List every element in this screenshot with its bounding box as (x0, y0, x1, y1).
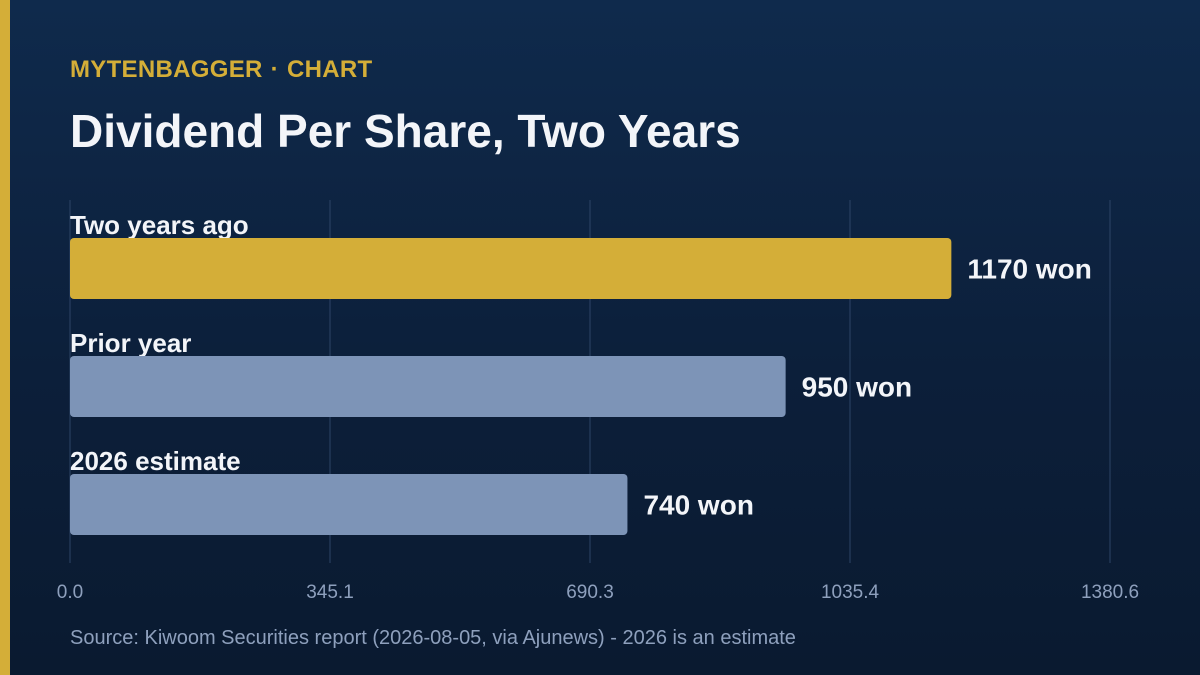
data-label: 950 won (802, 372, 912, 403)
category-label: Prior year (70, 328, 191, 358)
category-label: Two years ago (70, 210, 249, 240)
x-tick-label: 1380.6 (1081, 582, 1139, 603)
x-tick-label: 1035.4 (821, 582, 880, 603)
x-tick-label: 345.1 (306, 582, 354, 603)
brand-name: MYTENBAGGER (70, 56, 263, 83)
category-label: 2026 estimate (70, 446, 241, 476)
bar-chart: 0.0 345.1 690.3 1035.4 1380.6 Two years ago 11… (57, 200, 1139, 603)
eyebrow-label: MYTENBAGGER · CHART (70, 56, 372, 84)
bar (70, 238, 952, 299)
x-tick-label: 690.3 (566, 582, 614, 603)
accent-stripe (0, 0, 10, 675)
bar (70, 356, 786, 417)
data-label: 740 won (643, 490, 753, 521)
bar (70, 474, 628, 535)
data-label: 1170 won (967, 254, 1092, 285)
section-name: CHART (286, 56, 373, 83)
x-tick-label: 0.0 (57, 582, 83, 603)
chart-title: Dividend Per Share, Two Years (70, 105, 741, 157)
eyebrow-separator: · (270, 56, 279, 83)
source-note: Source: Kiwoom Securities report (2026-0… (70, 627, 796, 649)
